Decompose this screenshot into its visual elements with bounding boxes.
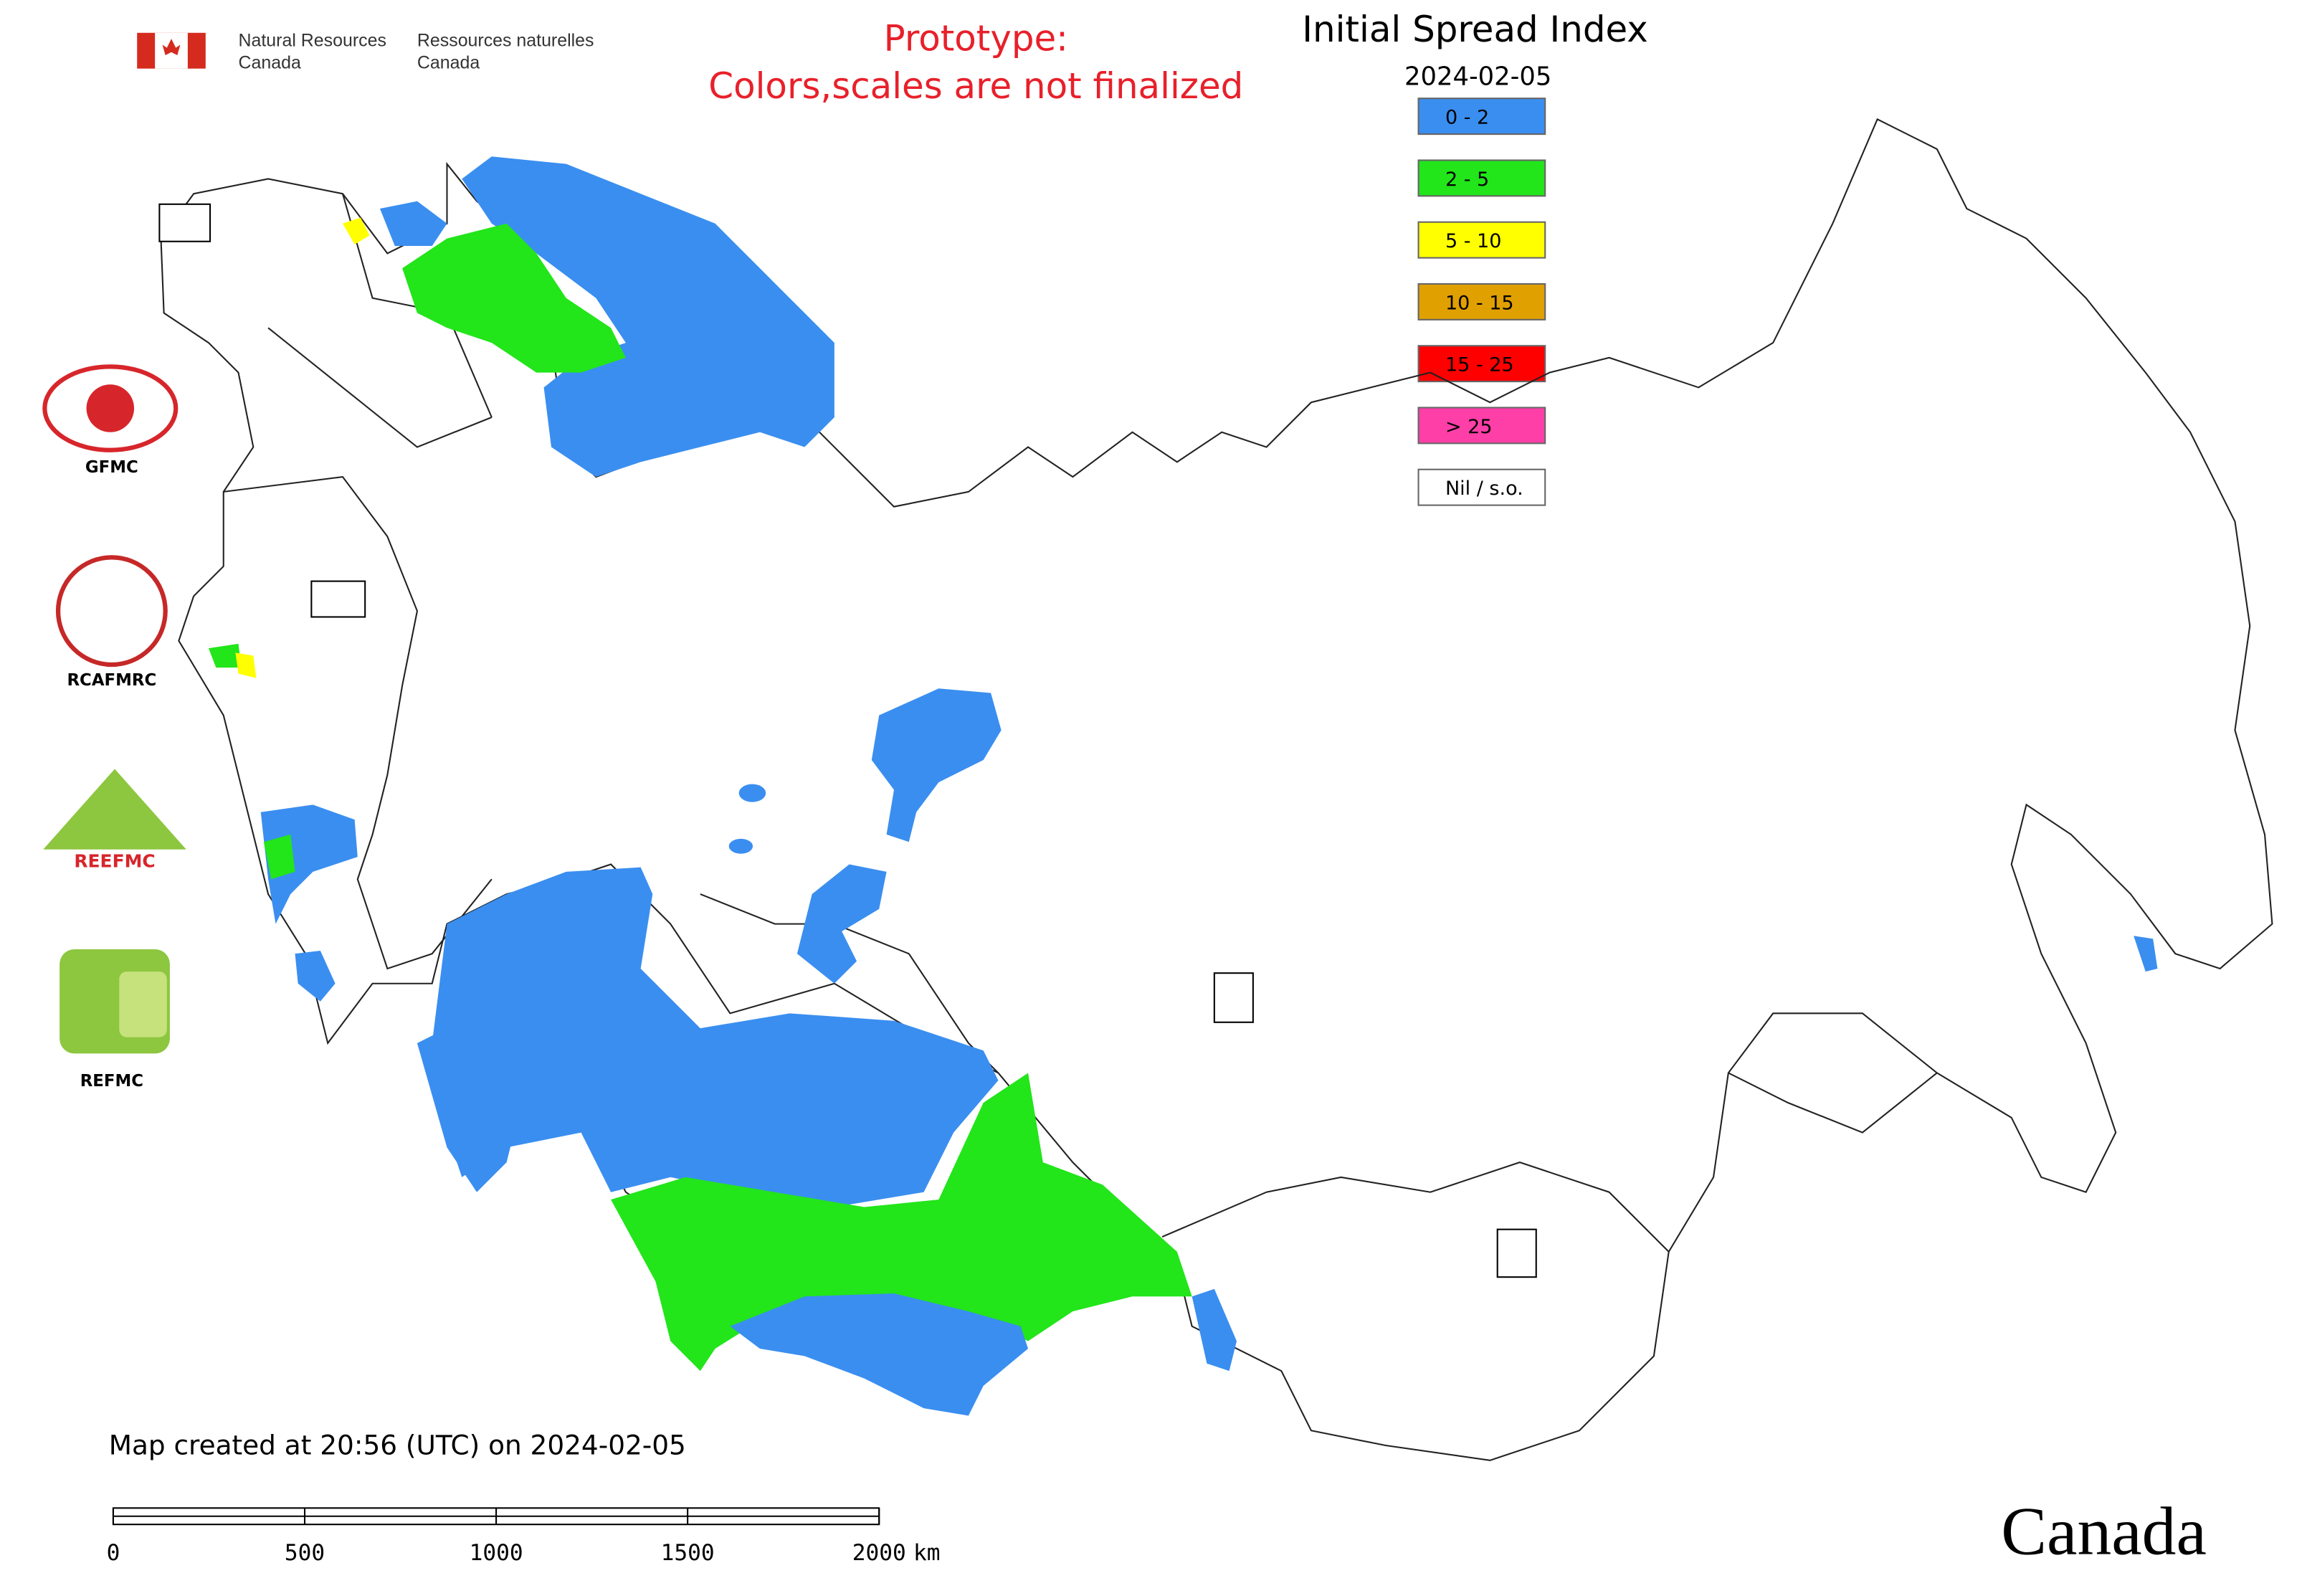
map-logo bbox=[158, 203, 211, 242]
legend-label: 10 - 15 bbox=[1445, 292, 1514, 314]
scale-label: 1500 bbox=[661, 1540, 715, 1566]
map-logo bbox=[310, 580, 366, 618]
agency-en: Canada bbox=[239, 53, 301, 73]
legend-label: Nil / s.o. bbox=[1445, 478, 1523, 500]
gfmc-logo bbox=[86, 384, 135, 432]
wordmark: Canada bbox=[2001, 1493, 2207, 1569]
region bbox=[235, 652, 257, 678]
region bbox=[208, 643, 242, 668]
date: 2024-02-05 bbox=[1404, 62, 1551, 92]
maple-leaf bbox=[162, 39, 181, 55]
scale-label: 2000 bbox=[852, 1540, 906, 1566]
legend-swatch bbox=[1417, 407, 1546, 445]
legend-swatch bbox=[1417, 221, 1546, 259]
agency-fr: Ressources naturelles bbox=[417, 30, 594, 50]
logo-label: REFMC bbox=[80, 1072, 143, 1091]
region bbox=[295, 951, 336, 1002]
scale-label: 1000 bbox=[470, 1540, 523, 1566]
region bbox=[730, 1293, 1029, 1416]
region bbox=[417, 1028, 522, 1192]
region bbox=[796, 864, 887, 984]
title: Initial Spread Index bbox=[1302, 9, 1648, 50]
country-borders bbox=[223, 193, 1938, 1253]
region bbox=[611, 1073, 1192, 1372]
scale-unit: km bbox=[913, 1540, 941, 1566]
agency-fr: Canada bbox=[417, 53, 480, 73]
region bbox=[728, 784, 766, 854]
scale-bar: 0 500 1000 1500 2000 km bbox=[107, 1507, 941, 1566]
country-borders bbox=[160, 118, 2273, 1461]
logo-label: REEFMC bbox=[74, 851, 155, 872]
scale-label: 500 bbox=[285, 1540, 325, 1566]
notice: Colors,scales are not finalized bbox=[708, 65, 1243, 107]
logos: GFMC RCAFMRC REEFMC REFMC bbox=[42, 203, 1537, 1278]
notice: Prototype: bbox=[884, 18, 1068, 60]
region bbox=[343, 217, 370, 244]
legend-label: > 25 bbox=[1445, 416, 1493, 438]
reefmc-logo bbox=[43, 769, 186, 850]
footer: Map created at 20:56 (UTC) on 2024-02-05 bbox=[109, 1429, 686, 1460]
legend-swatch bbox=[1417, 159, 1546, 197]
region bbox=[2134, 936, 2158, 972]
legend-label: 0 - 2 bbox=[1445, 107, 1489, 129]
region bbox=[1192, 1288, 1237, 1372]
legend: 0 - 2 2 - 5 5 - 10 10 - 15 15 - 25 > 25 Nil / … bbox=[1417, 98, 1546, 506]
region bbox=[263, 834, 295, 880]
legend-label: 15 - 25 bbox=[1445, 354, 1514, 376]
region bbox=[462, 156, 834, 478]
legend-label: 2 - 5 bbox=[1445, 168, 1489, 191]
legend-swatch bbox=[1417, 345, 1546, 383]
map-logo bbox=[1213, 972, 1254, 1023]
refmc-logo bbox=[119, 972, 167, 1037]
rcafmrc-logo bbox=[55, 555, 168, 668]
region bbox=[379, 201, 447, 246]
legend-swatch bbox=[1417, 98, 1546, 136]
legend-swatch bbox=[1417, 468, 1546, 506]
gfmc-logo bbox=[42, 364, 179, 452]
scale-label: 0 bbox=[107, 1540, 120, 1566]
index-regions bbox=[208, 156, 2158, 1416]
logo-label: GFMC bbox=[85, 458, 138, 477]
legend-label: 5 - 10 bbox=[1445, 230, 1501, 252]
map-logo bbox=[1496, 1228, 1537, 1278]
region bbox=[871, 688, 1002, 842]
region bbox=[260, 804, 358, 924]
region bbox=[402, 223, 626, 373]
logo-label: RCAFMRC bbox=[67, 671, 156, 690]
agency-en: Natural Resources bbox=[239, 30, 386, 50]
legend-swatch bbox=[1417, 282, 1546, 320]
region bbox=[432, 867, 999, 1207]
